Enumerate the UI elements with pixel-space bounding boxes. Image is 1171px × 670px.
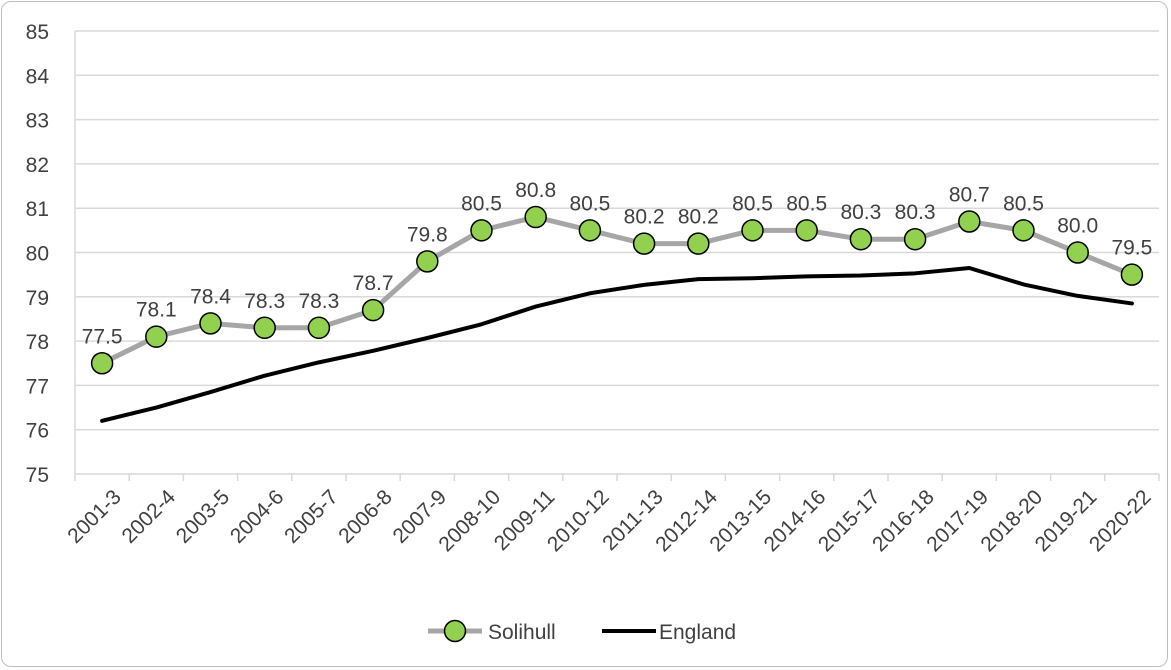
data-point-solihull	[307, 316, 331, 340]
data-point-solihull	[632, 232, 656, 255]
data-label-solihull: 80.3	[840, 201, 881, 224]
data-point-solihull	[578, 219, 602, 242]
data-point-solihull	[524, 205, 547, 229]
x-tick-label: 2002-4	[118, 485, 181, 548]
data-point-solihull	[795, 219, 818, 242]
data-label-solihull: 80.5	[569, 192, 610, 215]
data-label-solihull: 78.1	[136, 299, 177, 322]
data-point-solihull	[90, 352, 114, 375]
data-label-solihull: 80.3	[895, 201, 936, 224]
y-tick-label: 80	[26, 243, 49, 266]
x-tick-label: 2005-7	[280, 485, 343, 548]
y-tick-label: 79	[26, 287, 49, 310]
data-label-solihull: 80.0	[1057, 215, 1098, 238]
data-point-solihull	[1120, 263, 1144, 286]
data-label-solihull: 78.4	[190, 285, 231, 308]
data-label-solihull: 80.7	[949, 183, 990, 206]
data-label-solihull: 80.5	[461, 192, 502, 215]
data-point-solihull	[145, 325, 168, 348]
data-point-solihull	[416, 250, 439, 273]
data-label-solihull: 80.2	[624, 206, 665, 229]
data-label-solihull: 78.3	[298, 290, 339, 313]
data-point-solihull	[849, 227, 873, 251]
y-tick-label: 75	[26, 464, 49, 487]
data-label-solihull: 80.8	[515, 179, 556, 202]
data-point-solihull	[741, 219, 764, 242]
x-tick-label: 2004-6	[226, 485, 289, 548]
series-line-england	[100, 266, 1134, 423]
x-tick-label: 2001-3	[63, 485, 126, 548]
data-label-solihull: 79.8	[407, 223, 448, 246]
data-label-solihull: 80.5	[732, 192, 773, 215]
legend-swatch-solihull-marker	[443, 619, 467, 643]
data-label-solihull: 80.5	[1003, 192, 1044, 215]
data-point-solihull	[470, 219, 493, 242]
y-tick-label: 84	[26, 65, 50, 88]
data-point-solihull	[199, 312, 222, 335]
y-tick-label: 81	[26, 198, 49, 221]
y-tick-label: 76	[26, 420, 49, 443]
data-point-solihull	[253, 316, 276, 340]
data-point-solihull	[361, 298, 385, 322]
y-tick-label: 83	[26, 110, 49, 133]
y-tick-label: 77	[26, 375, 49, 398]
data-label-solihull: 80.5	[786, 192, 827, 215]
y-tick-label: 82	[26, 154, 49, 177]
data-point-solihull	[687, 232, 710, 255]
data-label-solihull: 78.3	[244, 290, 285, 313]
y-tick-label: 85	[26, 21, 49, 44]
data-point-solihull	[903, 227, 927, 251]
data-point-solihull	[958, 210, 981, 233]
data-point-solihull	[1012, 219, 1035, 242]
data-label-solihull: 78.7	[353, 272, 394, 295]
data-point-solihull	[1066, 241, 1089, 264]
y-tick-label: 78	[26, 331, 49, 354]
legend-label-solihull: Solihull	[488, 621, 556, 644]
data-label-solihull: 79.5	[1111, 237, 1152, 260]
data-label-solihull: 80.2	[678, 206, 719, 229]
x-tick-label: 2006-8	[334, 485, 397, 548]
x-tick-label: 2003-5	[172, 485, 235, 548]
data-label-solihull: 77.5	[82, 325, 123, 348]
legend-label-england: England	[659, 621, 736, 644]
